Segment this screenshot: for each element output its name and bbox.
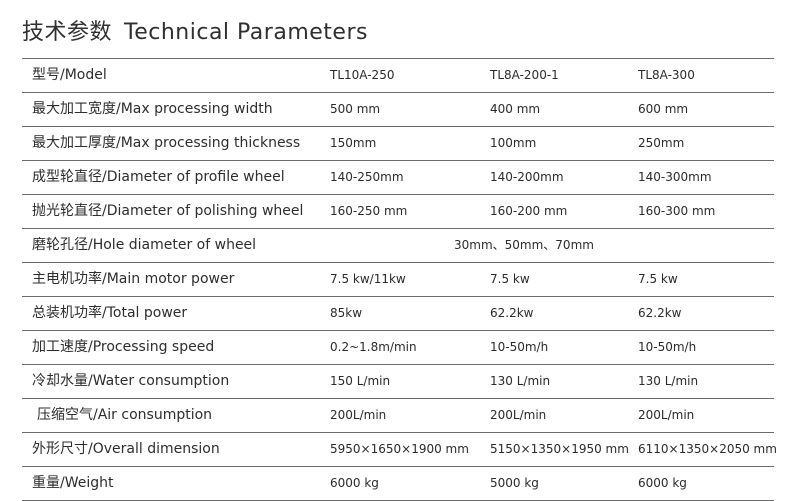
- table-row-profile-wheel: 成型轮直径/Diameter of profile wheel 140-250m…: [22, 161, 774, 195]
- value-tl10a-250: 150mm: [330, 136, 377, 150]
- value-tl8a-200-1: 160-200 mm: [490, 204, 568, 218]
- value-tl8a-300: 140-300mm: [638, 170, 712, 184]
- value-tl10a-250: 85kw: [330, 306, 363, 320]
- parameters-table: 型号/Model TL10A-250 TL8A-200-1 TL8A-300 最…: [22, 58, 777, 501]
- parameter-label: 磨轮孔径/Hole diameter of wheel: [32, 237, 257, 253]
- parameter-label: 外形尺寸/Overall dimension: [32, 441, 220, 457]
- value-tl10a-250: 7.5 kw/11kw: [330, 272, 406, 286]
- table-row-hole-diameter: 磨轮孔径/Hole diameter of wheel 30mm、50mm、70…: [22, 229, 774, 263]
- value-tl8a-200-1: 62.2kw: [490, 306, 534, 320]
- parameter-label: 压缩空气/Air consumption: [37, 407, 213, 423]
- parameter-label: 总装机功率/Total power: [32, 305, 188, 321]
- title-english: Technical Parameters: [124, 20, 368, 45]
- value-tl8a-200-1: 100mm: [490, 136, 537, 150]
- value-tl10a-250: TL10A-250: [330, 68, 395, 82]
- value-tl8a-300: 250mm: [638, 136, 685, 150]
- parameter-label: 型号/Model: [32, 67, 107, 83]
- parameter-label: 主电机功率/Main motor power: [32, 271, 235, 287]
- value-tl8a-200-1: 5150×1350×1950 mm: [490, 442, 629, 456]
- value-tl8a-200-1: 200L/min: [490, 408, 547, 422]
- value-tl10a-250: 5950×1650×1900 mm: [330, 442, 469, 456]
- value-tl8a-300: 7.5 kw: [638, 272, 678, 286]
- table-row-main-motor: 主电机功率/Main motor power 7.5 kw/11kw 7.5 k…: [22, 263, 774, 297]
- value-tl8a-300: 10-50m/h: [638, 340, 697, 354]
- value-tl10a-250: 140-250mm: [330, 170, 404, 184]
- value-tl8a-200-1: 130 L/min: [490, 374, 551, 388]
- value-all-models: 30mm、50mm、70mm: [454, 238, 594, 252]
- value-tl8a-300: 6110×1350×2050 mm: [638, 442, 777, 456]
- value-tl8a-200-1: 5000 kg: [490, 476, 539, 490]
- value-tl8a-300: 600 mm: [638, 102, 689, 116]
- value-tl8a-300: TL8A-300: [638, 68, 695, 82]
- parameter-label: 成型轮直径/Diameter of profile wheel: [32, 169, 285, 185]
- parameter-label: 最大加工厚度/Max processing thickness: [32, 135, 301, 151]
- value-tl8a-300: 62.2kw: [638, 306, 682, 320]
- parameter-label: 加工速度/Processing speed: [32, 339, 215, 355]
- title-chinese: 技术参数: [22, 20, 113, 45]
- value-tl8a-300: 160-300 mm: [638, 204, 716, 218]
- value-tl8a-200-1: TL8A-200-1: [490, 68, 559, 82]
- table-row-water-consumption: 冷却水量/Water consumption 150 L/min 130 L/m…: [22, 365, 774, 399]
- value-tl8a-200-1: 7.5 kw: [490, 272, 530, 286]
- parameter-label: 重量/Weight: [32, 475, 114, 491]
- page-title: 技术参数 Technical Parameters: [22, 14, 368, 46]
- table-row-polishing-wheel: 抛光轮直径/Diameter of polishing wheel 160-25…: [22, 195, 774, 229]
- value-tl10a-250: 150 L/min: [330, 374, 391, 388]
- value-tl10a-250: 160-250 mm: [330, 204, 408, 218]
- value-tl10a-250: 200L/min: [330, 408, 387, 422]
- table-row-processing-speed: 加工速度/Processing speed 0.2~1.8m/min 10-50…: [22, 331, 774, 365]
- table-row-overall-dimension: 外形尺寸/Overall dimension 5950×1650×1900 mm…: [22, 433, 777, 467]
- value-tl8a-200-1: 10-50m/h: [490, 340, 549, 354]
- value-tl8a-300: 200L/min: [638, 408, 695, 422]
- table-row-air-consumption: 压缩空气/Air consumption 200L/min 200L/min 2…: [22, 399, 774, 433]
- table-row-weight: 重量/Weight 6000 kg 5000 kg 6000 kg: [22, 467, 774, 501]
- value-tl10a-250: 500 mm: [330, 102, 381, 116]
- table-row-max-width: 最大加工宽度/Max processing width 500 mm 400 m…: [22, 93, 774, 127]
- table-row-max-thickness: 最大加工厚度/Max processing thickness 150mm 10…: [22, 127, 774, 161]
- value-tl8a-200-1: 140-200mm: [490, 170, 564, 184]
- value-tl10a-250: 6000 kg: [330, 476, 379, 490]
- value-tl10a-250: 0.2~1.8m/min: [330, 340, 417, 354]
- parameter-label: 最大加工宽度/Max processing width: [32, 101, 273, 117]
- value-tl8a-200-1: 400 mm: [490, 102, 541, 116]
- parameter-label: 冷却水量/Water consumption: [32, 373, 230, 389]
- value-tl8a-300: 6000 kg: [638, 476, 687, 490]
- value-tl8a-300: 130 L/min: [638, 374, 699, 388]
- table-row-total-power: 总装机功率/Total power 85kw 62.2kw 62.2kw: [22, 297, 774, 331]
- parameter-label: 抛光轮直径/Diameter of polishing wheel: [32, 203, 304, 219]
- table-row-model: 型号/Model TL10A-250 TL8A-200-1 TL8A-300: [22, 58, 774, 93]
